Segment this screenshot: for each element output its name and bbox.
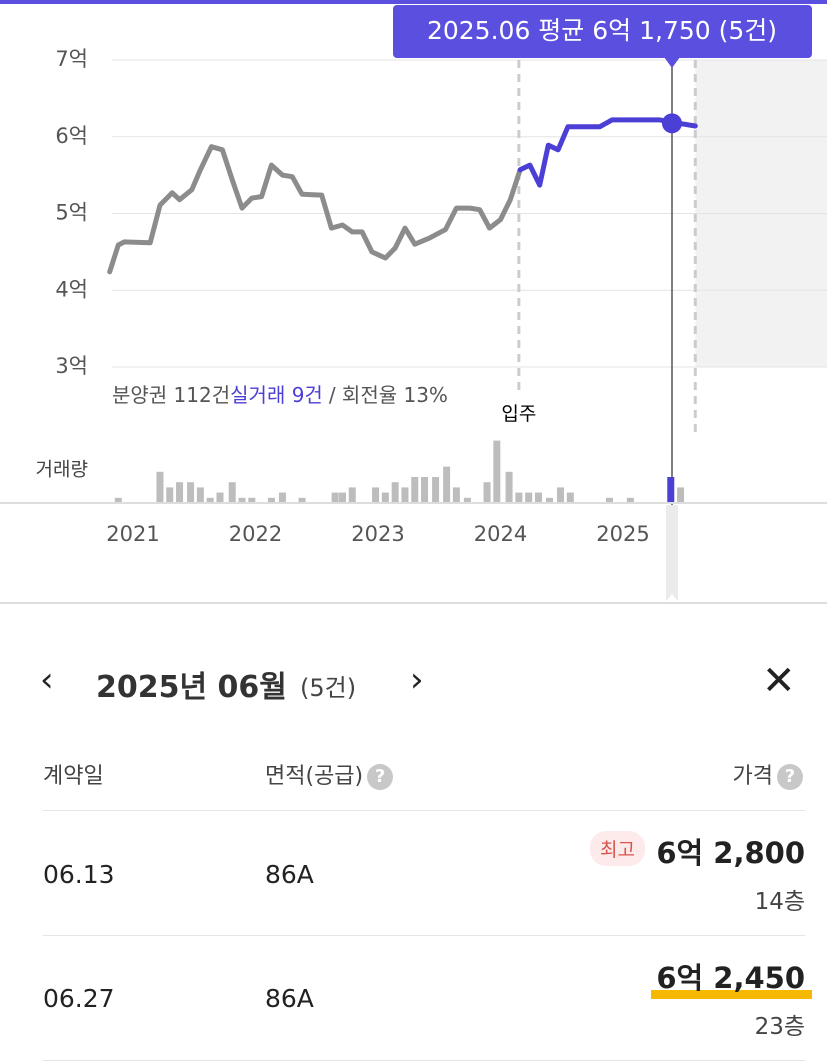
volume-label: 거래량	[36, 459, 88, 481]
row-date: 06.13	[43, 860, 115, 889]
volume-bar	[525, 492, 533, 503]
y-tick-label: 7억	[55, 47, 88, 71]
legend-item: 실거래 9건	[230, 383, 323, 407]
x-tick-label: 2022	[229, 522, 282, 546]
col-area: 면적(공급)?	[265, 758, 394, 790]
close-button[interactable]: ✕	[762, 658, 796, 704]
tooltip-pointer	[664, 57, 680, 68]
volume-bar	[443, 466, 451, 503]
volume-bar	[216, 492, 224, 503]
month-title: 2025년 06월	[96, 670, 287, 705]
y-tick-label: 5억	[55, 201, 88, 225]
volume-bar	[411, 477, 419, 503]
col-price-text: 가격	[732, 764, 773, 789]
selected-point	[662, 113, 682, 134]
volume-bar	[534, 492, 542, 503]
col-price: 가격?	[733, 758, 803, 790]
help-icon[interactable]: ?	[777, 764, 803, 790]
divider	[43, 810, 805, 811]
help-icon[interactable]: ?	[367, 764, 394, 790]
volume-bar	[114, 497, 122, 503]
col-date: 계약일	[43, 764, 104, 789]
row-price: 6억 2,450	[656, 961, 805, 995]
series-line	[107, 144, 523, 275]
row-area: 86A	[265, 984, 314, 1013]
x-tick-label: 2021	[106, 522, 159, 546]
row-floor: 14층	[754, 889, 805, 915]
volume-bar	[626, 497, 634, 503]
volume-bar	[493, 440, 501, 503]
x-tick-label: 2025	[596, 522, 649, 546]
volume-bar	[338, 492, 346, 503]
badge: 최고	[590, 831, 645, 866]
volume-bar	[546, 497, 553, 503]
volume-bar	[331, 492, 339, 503]
volume-bar	[206, 497, 214, 503]
row-price: 6억 2,800	[656, 836, 805, 870]
volume-bar	[248, 497, 256, 503]
volume-bar	[515, 492, 523, 503]
volume-bar	[298, 497, 306, 503]
volume-bar	[566, 492, 574, 503]
row-area: 86A	[265, 860, 314, 889]
selection-band	[666, 505, 678, 605]
volume-bar	[463, 497, 471, 503]
row-floor: 23층	[754, 1014, 805, 1040]
y-tick-label: 6억	[55, 124, 88, 148]
volume-bar	[267, 497, 275, 503]
volume-bar	[557, 487, 565, 503]
legend-item: 분양권 112건	[112, 383, 230, 407]
volume-bar	[176, 482, 184, 503]
volume-bar	[667, 477, 675, 503]
x-tick-label: 2024	[474, 522, 527, 546]
volume-bar	[196, 487, 204, 503]
volume-bar	[677, 487, 685, 503]
tooltip-text: 2025.06 평균 6억 1,750 (5건)	[427, 16, 777, 45]
divider	[43, 1060, 805, 1061]
x-tick-label: 2023	[351, 522, 404, 546]
volume-bar	[166, 487, 174, 503]
volume-bar	[278, 492, 286, 503]
volume-bar	[156, 471, 164, 503]
volume-bar	[606, 497, 614, 503]
volume-bar	[228, 482, 236, 503]
y-tick-label: 3억	[55, 354, 88, 378]
tooltip-box	[393, 5, 812, 58]
legend-item: / 회전율 13%	[329, 383, 448, 407]
row-date: 06.27	[43, 984, 115, 1013]
highlight-underline	[651, 990, 812, 999]
top-border	[0, 0, 827, 4]
volume-bar	[391, 482, 399, 503]
volume-bar	[452, 487, 460, 503]
volume-bar	[348, 487, 356, 503]
month-count: (5건)	[300, 674, 357, 702]
volume-bar	[187, 482, 195, 503]
next-button[interactable]: ›	[410, 660, 424, 700]
move-in-label: 입주	[501, 403, 536, 425]
volume-bar	[381, 492, 389, 503]
col-area-text: 면적(공급)	[265, 764, 364, 789]
prev-button[interactable]: ‹	[40, 660, 54, 700]
volume-bar	[421, 477, 429, 503]
volume-bar	[483, 482, 491, 503]
volume-bar	[401, 487, 409, 503]
y-tick-label: 4억	[55, 277, 88, 301]
volume-bar	[432, 477, 440, 503]
volume-bar	[505, 471, 513, 503]
volume-bar	[238, 497, 246, 503]
divider	[43, 935, 805, 936]
legend: 분양권 112건실거래 9건 / 회전율 13%	[112, 383, 448, 407]
volume-bar	[372, 487, 380, 503]
